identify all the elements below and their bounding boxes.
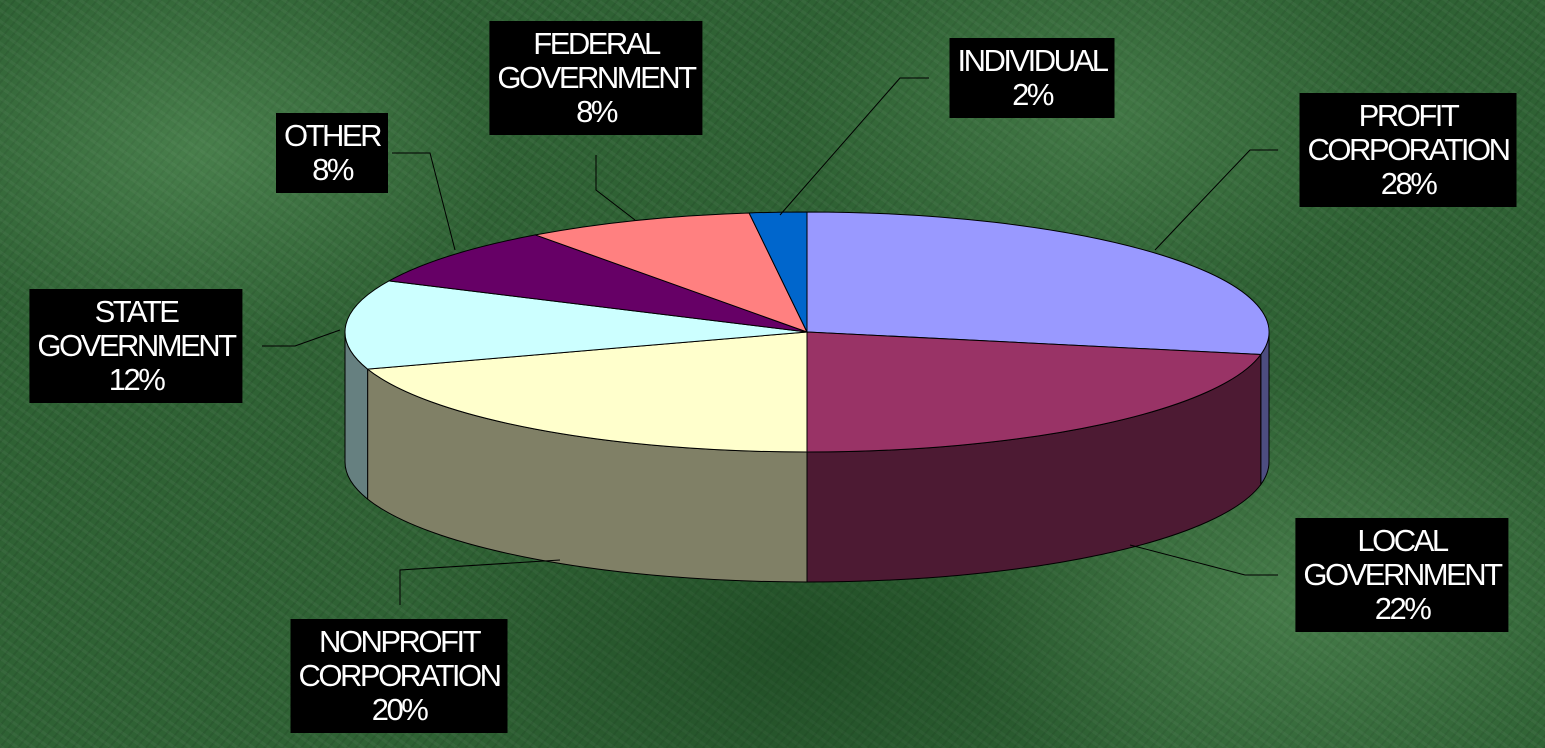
value-label: 8% — [312, 152, 354, 187]
category-label: OTHER — [284, 118, 383, 153]
value-label: 2% — [1012, 77, 1054, 112]
value-label: 20% — [371, 692, 429, 727]
leader-line — [392, 152, 456, 251]
slice — [366, 331, 808, 453]
slice — [387, 234, 808, 333]
value-label: 28% — [1380, 166, 1438, 201]
slice — [748, 211, 808, 333]
leader-line — [595, 155, 636, 221]
category-label: FEDERAL GOVERNMENT — [497, 26, 697, 95]
data-label: LOCAL GOVERNMENT 22% — [1295, 518, 1509, 632]
data-label: FEDERAL GOVERNMENT 8% — [489, 21, 703, 135]
value-label: 22% — [1374, 591, 1432, 626]
leader-line — [1154, 149, 1278, 251]
category-label: LOCAL GOVERNMENT — [1303, 523, 1503, 592]
category-label: PROFIT CORPORATION — [1307, 98, 1511, 167]
value-label: 12% — [108, 362, 166, 397]
slice — [533, 212, 808, 333]
slice — [344, 280, 808, 370]
category-label: STATE GOVERNMENT — [37, 294, 237, 363]
data-label: OTHER 8% — [276, 113, 388, 193]
data-label: PROFIT CORPORATION 28% — [1299, 93, 1517, 207]
data-label: STATE GOVERNMENT 12% — [29, 289, 243, 403]
leader-line — [1129, 544, 1278, 576]
value-label: 8% — [576, 94, 618, 129]
leader-line — [779, 77, 929, 216]
category-label: INDIVIDUAL — [957, 43, 1109, 78]
slice — [806, 211, 1270, 355]
data-label: INDIVIDUAL 2% — [949, 38, 1115, 118]
leader-line — [262, 329, 341, 347]
slice-side — [1260, 331, 1270, 487]
slice — [806, 331, 1262, 453]
data-label: NONPROFIT CORPORATION 20% — [290, 619, 508, 733]
leader-line — [399, 559, 561, 605]
category-label: NONPROFIT CORPORATION — [298, 624, 502, 693]
